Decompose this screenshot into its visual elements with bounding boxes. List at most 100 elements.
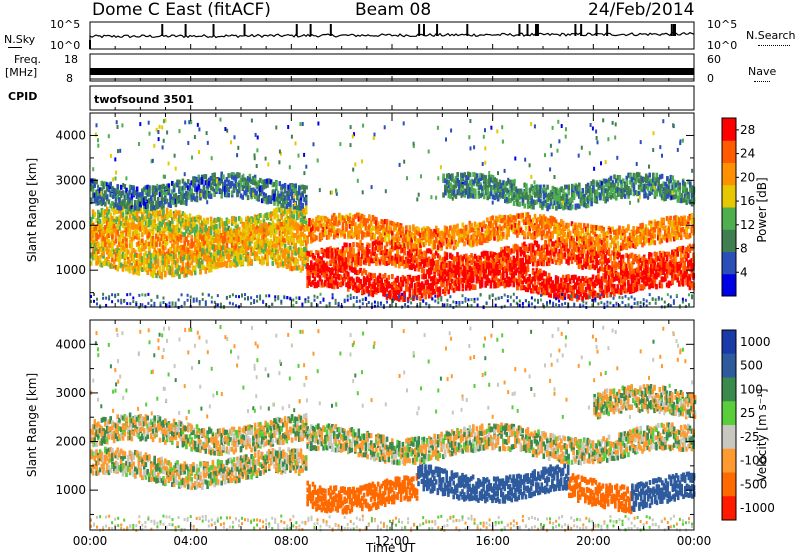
power-cell [306, 237, 309, 242]
power-cell [152, 201, 155, 206]
power-cell [101, 224, 104, 229]
power-cell [94, 212, 97, 217]
power-cell [152, 231, 155, 236]
power-cell [120, 185, 123, 190]
power-heatmap [90, 118, 695, 309]
power-cell [182, 262, 185, 267]
power-cell [261, 223, 264, 228]
power-cell [305, 200, 308, 205]
power-cell [583, 249, 586, 254]
power-cell [402, 256, 405, 261]
power-cell [168, 188, 171, 193]
power-cell [238, 173, 241, 178]
power-cell [111, 235, 114, 240]
power-cell [543, 261, 546, 266]
power-cell [116, 230, 119, 235]
power-cell [194, 270, 197, 275]
power-cell [303, 185, 306, 190]
power-cell [155, 242, 158, 247]
nave-band [90, 68, 694, 75]
power-cell [502, 232, 505, 237]
power-cell [409, 225, 412, 230]
power-cell [219, 241, 222, 246]
power-cell [224, 236, 227, 241]
power-cell [263, 260, 266, 265]
power-cell [125, 238, 128, 243]
power-cell [226, 263, 229, 268]
power-cell [141, 191, 144, 196]
power-cell [212, 245, 215, 250]
power-cell [294, 183, 297, 188]
power-cell [396, 249, 399, 254]
power-cell [296, 260, 299, 265]
power-cell [564, 252, 567, 257]
power-cell [259, 213, 262, 218]
power-cell [178, 180, 181, 185]
power-cell [215, 245, 218, 250]
power-cell [437, 260, 440, 265]
power-cell [402, 227, 405, 232]
power-cell [215, 224, 218, 229]
power-cell [113, 224, 116, 229]
power-cell [275, 184, 278, 189]
power-cell [306, 257, 309, 262]
power-cell [205, 174, 208, 179]
power-cell [368, 214, 371, 219]
power-cell [273, 224, 276, 229]
power-cell [213, 172, 216, 177]
power-cell [560, 259, 563, 264]
power-cell [305, 208, 308, 213]
power-cell [403, 251, 406, 256]
power-cell [141, 238, 144, 243]
power-cell [166, 240, 169, 245]
power-cell [178, 274, 181, 279]
power-cell [368, 243, 371, 248]
power-cell [358, 234, 361, 239]
power-cell [358, 252, 361, 257]
power-cell [190, 188, 193, 193]
power-cell [352, 242, 355, 247]
power-cell [205, 236, 208, 241]
power-cell [252, 224, 255, 229]
power-cell [266, 258, 269, 263]
power-cell [463, 241, 466, 246]
power-cell [157, 216, 160, 221]
power-cell [157, 259, 160, 264]
power-cell [335, 217, 338, 222]
power-cell [433, 244, 436, 249]
power-cell [423, 269, 426, 274]
power-cell [220, 194, 223, 199]
power-cell [257, 196, 260, 201]
power-cell [609, 255, 612, 260]
power-cell [122, 212, 125, 217]
power-cell [157, 253, 160, 258]
power-cell [208, 247, 211, 252]
power-cell [627, 259, 630, 264]
power-cell [141, 221, 144, 226]
power-cell [345, 243, 348, 248]
power-cell [470, 223, 473, 228]
power-cell [196, 197, 199, 202]
power-cell [280, 242, 283, 247]
power-cell [264, 243, 267, 248]
power-cell [343, 253, 346, 258]
power-cell [284, 183, 287, 188]
power-cell [206, 220, 209, 225]
power-cell [275, 229, 278, 234]
power-cell [687, 253, 690, 258]
power-cell [242, 195, 245, 200]
power-cell [289, 262, 292, 267]
power-cell [138, 271, 141, 276]
power-cell [136, 187, 139, 192]
power-cell [289, 245, 292, 250]
power-cell [359, 260, 362, 265]
power-cell [676, 252, 679, 257]
power-cell [199, 216, 202, 221]
power-cell [138, 233, 141, 238]
power-cell [227, 193, 230, 198]
power-cell [168, 183, 171, 188]
power-cell [115, 239, 118, 244]
power-cell [465, 225, 468, 230]
power-cell [127, 223, 130, 228]
